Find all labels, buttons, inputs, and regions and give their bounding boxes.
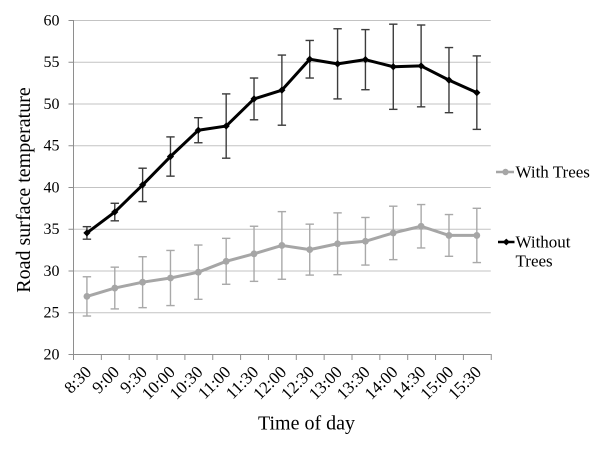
svg-text:55: 55 xyxy=(44,54,60,71)
svg-text:35: 35 xyxy=(44,221,60,238)
svg-text:Road surface temperature: Road surface temperature xyxy=(13,87,35,293)
svg-text:25: 25 xyxy=(44,305,60,322)
svg-text:With Trees: With Trees xyxy=(516,163,590,182)
svg-text:60: 60 xyxy=(44,12,60,29)
svg-text:40: 40 xyxy=(44,179,60,196)
svg-text:Time of day: Time of day xyxy=(258,413,355,435)
svg-text:50: 50 xyxy=(44,96,60,113)
svg-text:45: 45 xyxy=(44,138,60,155)
svg-text:30: 30 xyxy=(44,263,60,280)
svg-text:20: 20 xyxy=(44,346,60,363)
svg-text:Trees: Trees xyxy=(516,252,553,271)
svg-text:Without: Without xyxy=(516,233,571,252)
